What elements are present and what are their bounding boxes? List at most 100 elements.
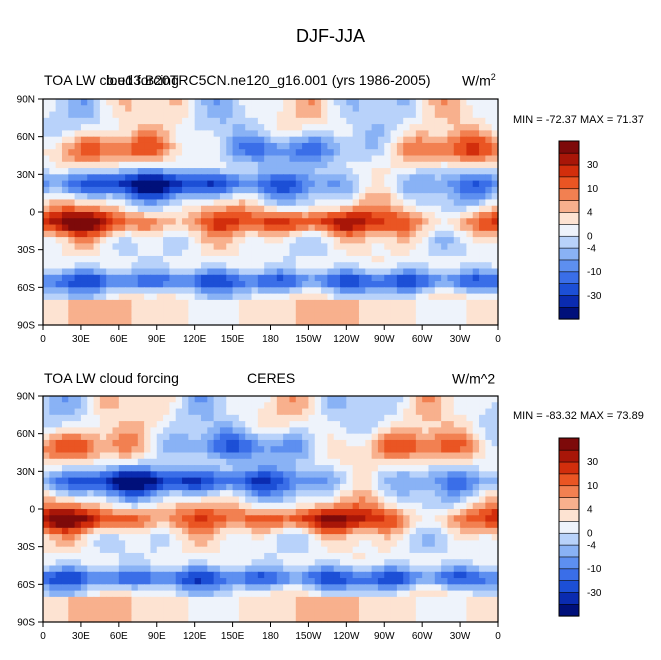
heatmap-cell	[182, 218, 189, 226]
heatmap-cell	[466, 571, 474, 579]
heatmap-cell	[49, 168, 57, 175]
heatmap-cell	[87, 287, 95, 295]
heatmap-cell	[415, 136, 423, 144]
heatmap-cell	[213, 414, 221, 422]
heatmap-cell	[327, 306, 335, 314]
heatmap-cell	[169, 559, 177, 567]
heatmap-cell	[314, 117, 322, 125]
heatmap-cell	[479, 546, 486, 554]
heatmap-cell	[302, 243, 310, 251]
heatmap-cell	[175, 205, 183, 213]
heatmap-cell	[125, 471, 133, 479]
heatmap-cell	[175, 218, 183, 226]
heatmap-cell	[396, 458, 404, 466]
heatmap-cell	[314, 578, 322, 585]
heatmap-cell	[194, 193, 202, 201]
heatmap-cell	[182, 281, 189, 288]
heatmap-cell	[137, 490, 145, 498]
heatmap-cell	[219, 490, 227, 498]
heatmap-cell	[245, 180, 253, 188]
heatmap-cell	[194, 130, 202, 138]
heatmap-cell	[472, 433, 480, 441]
heatmap-cell	[118, 471, 126, 479]
heatmap-cell	[207, 477, 215, 485]
heatmap-cell	[460, 458, 467, 466]
heatmap-cell	[61, 136, 69, 144]
heatmap-cell	[150, 99, 158, 106]
heatmap-cell	[270, 142, 278, 150]
heatmap-cell	[453, 584, 461, 592]
heatmap-cell	[112, 521, 120, 529]
heatmap-cell	[409, 205, 417, 213]
heatmap-cell	[194, 496, 202, 504]
heatmap-cell	[131, 590, 139, 598]
heatmap-cell	[472, 408, 480, 416]
heatmap-cell	[447, 546, 455, 554]
heatmap-cell	[175, 578, 183, 585]
heatmap-cell	[308, 262, 316, 270]
heatmap-cell	[358, 509, 366, 516]
heatmap-cell	[226, 546, 234, 554]
heatmap-cell	[346, 446, 354, 454]
heatmap-cell	[371, 515, 379, 523]
heatmap-cell	[371, 299, 379, 307]
heatmap-cell	[49, 306, 57, 314]
heatmap-cell	[232, 155, 240, 163]
heatmap-cell	[434, 490, 442, 498]
heatmap-cell	[270, 590, 278, 598]
heatmap-cell	[150, 490, 158, 498]
heatmap-cell	[409, 465, 417, 472]
heatmap-cell	[466, 414, 474, 422]
heatmap-cell	[238, 205, 246, 213]
heatmap-cell	[169, 293, 177, 301]
heatmap-cell	[106, 243, 114, 251]
heatmap-cell	[99, 446, 107, 454]
heatmap-cell	[156, 427, 164, 435]
heatmap-cell	[219, 540, 227, 548]
heatmap-cell	[428, 255, 436, 263]
heatmap-cell	[460, 274, 467, 282]
heatmap-cell	[371, 255, 379, 263]
heatmap-cell	[137, 155, 145, 163]
heatmap-cell	[194, 237, 202, 244]
heatmap-cell	[125, 243, 133, 251]
heatmap-cell	[321, 590, 328, 598]
heatmap-cell	[175, 396, 183, 403]
heatmap-cell	[49, 502, 57, 510]
heatmap-cell	[352, 293, 360, 301]
heatmap-cell	[409, 130, 417, 138]
heatmap-cell	[137, 255, 145, 263]
heatmap-cell	[55, 596, 63, 604]
heatmap-cell	[453, 509, 461, 516]
heatmap-cell	[232, 312, 240, 320]
heatmap-cell	[371, 465, 379, 472]
heatmap-cell	[74, 559, 82, 567]
heatmap-cell	[415, 546, 423, 554]
heatmap-cell	[169, 99, 177, 106]
heatmap-cell	[156, 105, 164, 113]
heatmap-cell	[302, 268, 310, 276]
heatmap-cell	[422, 565, 430, 573]
y-tick-label: 30S	[17, 245, 35, 256]
heatmap-cell	[377, 590, 385, 598]
heatmap-cell	[213, 534, 221, 541]
heatmap-cell	[479, 111, 486, 119]
heatmap-cell	[74, 193, 82, 201]
heatmap-cell	[257, 99, 265, 106]
heatmap-cell	[409, 477, 417, 485]
heatmap-cell	[188, 155, 196, 163]
heatmap-cell	[106, 237, 114, 244]
heatmap-cell	[118, 306, 126, 314]
heatmap-cell	[352, 218, 360, 226]
heatmap-cell	[49, 483, 57, 491]
heatmap-cell	[295, 105, 303, 113]
heatmap-cell	[106, 124, 114, 131]
heatmap-cell	[87, 483, 95, 491]
heatmap-cell	[453, 546, 461, 554]
heatmap-cell	[226, 458, 234, 466]
heatmap-cell	[377, 408, 385, 416]
heatmap-cell	[422, 306, 430, 314]
heatmap-cell	[226, 596, 234, 604]
heatmap-cell	[409, 299, 417, 307]
heatmap-cell	[371, 427, 379, 435]
